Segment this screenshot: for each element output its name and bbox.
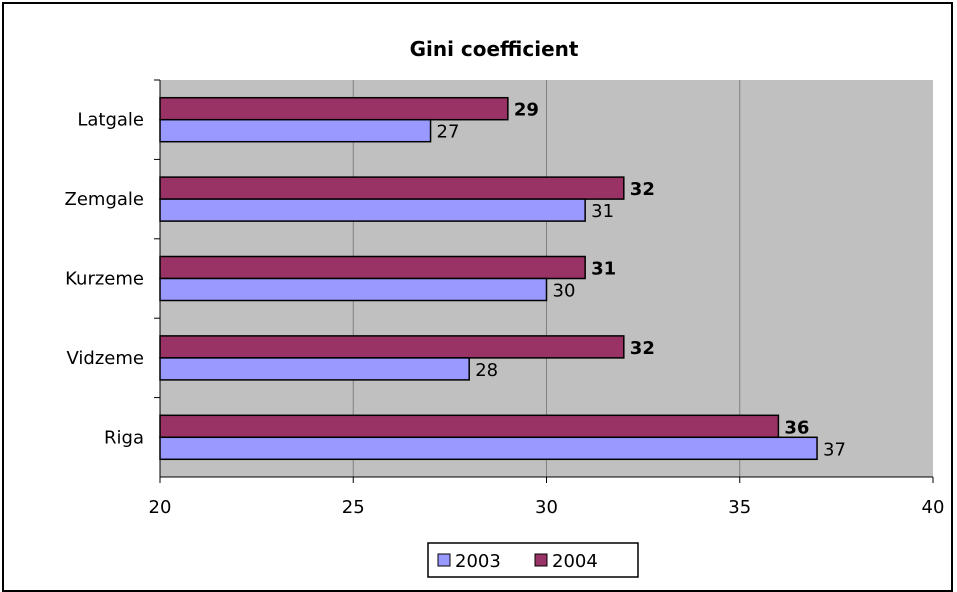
legend-label-2004: 2004 [552, 551, 598, 572]
bar-2004-vidzeme [159, 335, 625, 359]
data-label-2004: 32 [630, 179, 655, 200]
chart-title: Gini coefficient [410, 37, 579, 61]
category-label: Vidzeme [67, 348, 144, 369]
x-tick-label: 40 [922, 497, 945, 518]
legend-label-2003: 2003 [455, 551, 501, 572]
category-label: Zemgale [65, 189, 144, 210]
data-label-2003: 28 [475, 360, 498, 381]
bar-2003-riga [159, 436, 818, 461]
data-label-2003: 30 [553, 281, 576, 302]
legend: 2003 2004 [427, 542, 639, 578]
bar-2004-zemgale [159, 176, 625, 200]
bar-2003-zemgale [159, 198, 586, 222]
plot-area: 20 25 30 35 40 Riga 36 37 Vidzeme 32 28 Kurzeme 31 30… [65, 79, 945, 518]
x-tick-label: 30 [535, 497, 558, 518]
category-label: Latgale [77, 110, 144, 131]
category-label: Riga [104, 427, 144, 448]
bar-2004-latgale [159, 96, 509, 121]
category-label: Kurzeme [65, 269, 144, 290]
bar-2004-riga [159, 414, 780, 439]
bar-2004-kurzeme [159, 255, 586, 280]
bar-2003-kurzeme [159, 277, 548, 302]
legend-swatch-2004 [534, 553, 548, 567]
data-label-2003: 37 [823, 439, 846, 460]
bar-2003-vidzeme [159, 357, 470, 381]
legend-swatch-2003 [437, 553, 451, 567]
data-label-2004: 29 [514, 100, 539, 121]
bar-2003-latgale [159, 118, 432, 143]
x-tick-label: 20 [149, 497, 172, 518]
data-label-2003: 27 [437, 122, 460, 143]
data-label-2003: 31 [591, 201, 614, 222]
data-label-2004: 32 [630, 338, 655, 359]
x-tick-label: 25 [342, 497, 365, 518]
x-tick-label: 35 [728, 497, 751, 518]
data-label-2004: 31 [591, 259, 616, 280]
legend-box [427, 542, 639, 578]
data-label-2004: 36 [784, 417, 809, 438]
